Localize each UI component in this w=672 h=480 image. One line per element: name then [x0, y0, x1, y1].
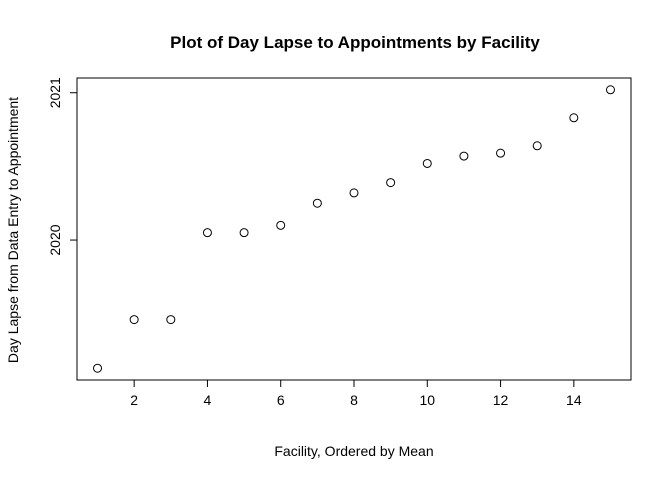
- data-point: [459, 151, 469, 161]
- y-axis-label: Day Lapse from Data Entry to Appointment: [5, 97, 21, 363]
- plot-frame: [76, 77, 632, 381]
- x-tick-label: 14: [566, 392, 582, 408]
- x-tick-label: 4: [204, 392, 212, 408]
- data-point: [532, 141, 542, 151]
- x-tick-label: 6: [277, 392, 285, 408]
- data-point: [93, 363, 103, 373]
- y-axis: 2020 2021: [47, 77, 78, 256]
- data-point: [166, 315, 176, 325]
- data-point: [569, 113, 579, 123]
- data-point: [239, 228, 249, 238]
- data-point: [496, 148, 506, 158]
- x-axis: 2 4 6 8 10 12 14: [130, 379, 582, 408]
- x-tick-label: 12: [493, 392, 509, 408]
- data-points: [93, 85, 615, 373]
- data-point: [349, 188, 359, 198]
- y-tick-label: 2021: [47, 77, 63, 108]
- x-axis-label: Facility, Ordered by Mean: [274, 443, 433, 459]
- data-point: [312, 198, 322, 208]
- y-tick-label: 2020: [47, 224, 63, 255]
- data-point: [276, 220, 286, 230]
- chart-title: Plot of Day Lapse to Appointments by Fac…: [170, 33, 540, 52]
- data-point: [386, 178, 396, 188]
- x-tick-label: 8: [350, 392, 358, 408]
- x-tick-label: 2: [130, 392, 138, 408]
- x-tick-label: 10: [419, 392, 435, 408]
- data-point: [605, 85, 615, 95]
- data-point: [422, 158, 432, 168]
- data-point: [202, 228, 212, 238]
- data-point: [129, 315, 139, 325]
